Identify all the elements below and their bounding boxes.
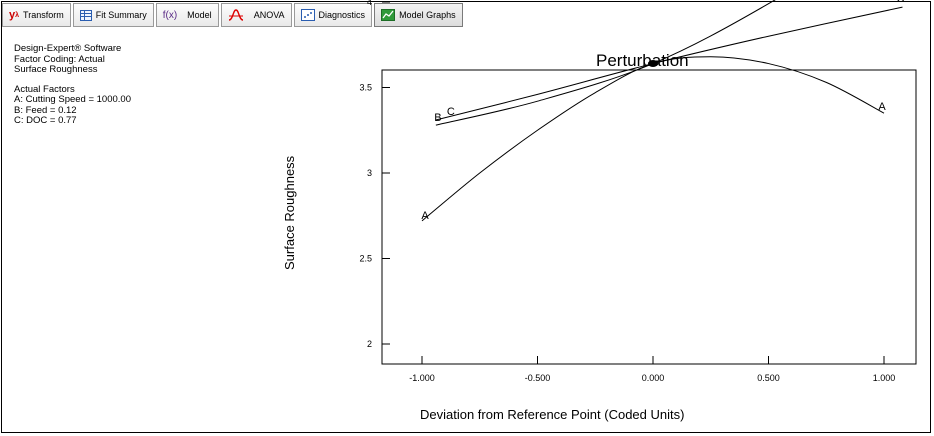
reference-point-marker [648, 60, 658, 68]
x-tick-label: -1.000 [409, 373, 435, 383]
model-graphs-button[interactable]: Model Graphs [374, 3, 463, 27]
x-axis-label: Deviation from Reference Point (Coded Un… [420, 407, 685, 422]
series-label-end-a: A [878, 101, 886, 113]
anova-icon [228, 8, 244, 22]
fit-summary-label: Fit Summary [95, 10, 147, 20]
y-tick-label: 2.5 [359, 254, 372, 264]
model-button[interactable]: f(x) Model [155, 3, 219, 27]
transform-label: Transform [23, 10, 64, 20]
series-label-end-c: C [897, 0, 905, 5]
diagnostics-label: Diagnostics [318, 10, 366, 20]
series-label-start-c: C [447, 106, 455, 118]
model-graphs-label: Model Graphs [399, 10, 456, 20]
y-tick-label: 3 [367, 168, 372, 178]
anova-button[interactable]: ANOVA [220, 3, 292, 27]
y-tick-label: 4 [367, 0, 372, 7]
actual-factors-title: Actual Factors [14, 83, 75, 95]
series-label-start-a: A [421, 210, 429, 222]
model-label: Model [187, 10, 212, 20]
x-tick-label: -0.500 [525, 373, 551, 383]
chart-title: Perturbation [596, 51, 689, 70]
y-tick-label: 3.5 [359, 83, 372, 93]
factor-b: B: Feed = 0.12 [14, 104, 77, 116]
y-tick-label: 2 [367, 339, 372, 349]
table-icon [79, 9, 92, 21]
diagnostics-button[interactable]: Diagnostics [293, 3, 373, 27]
model-graphs-icon [381, 9, 396, 21]
factor-c: C: DOC = 0.77 [14, 115, 77, 126]
factor-a: A: Cutting Speed = 1000.00 [14, 94, 131, 105]
anova-label: ANOVA [253, 10, 285, 20]
response-name: Surface Roughness [14, 64, 98, 75]
x-tick-label: 0.000 [642, 373, 665, 383]
x-tick-label: 0.500 [757, 373, 780, 383]
factor-coding: Factor Coding: Actual [14, 53, 105, 65]
x-tick-label: 1.000 [873, 373, 896, 383]
factor-info-panel: Design-Expert® Software Factor Coding: A… [14, 43, 131, 127]
plot-area [381, 69, 917, 365]
software-name: Design-Expert® Software [14, 43, 122, 54]
diagnostics-icon [300, 9, 315, 21]
fit-summary-button[interactable]: Fit Summary [72, 3, 154, 27]
fx-icon: f(x) [162, 9, 178, 21]
series-label-start-b: B [434, 112, 441, 124]
